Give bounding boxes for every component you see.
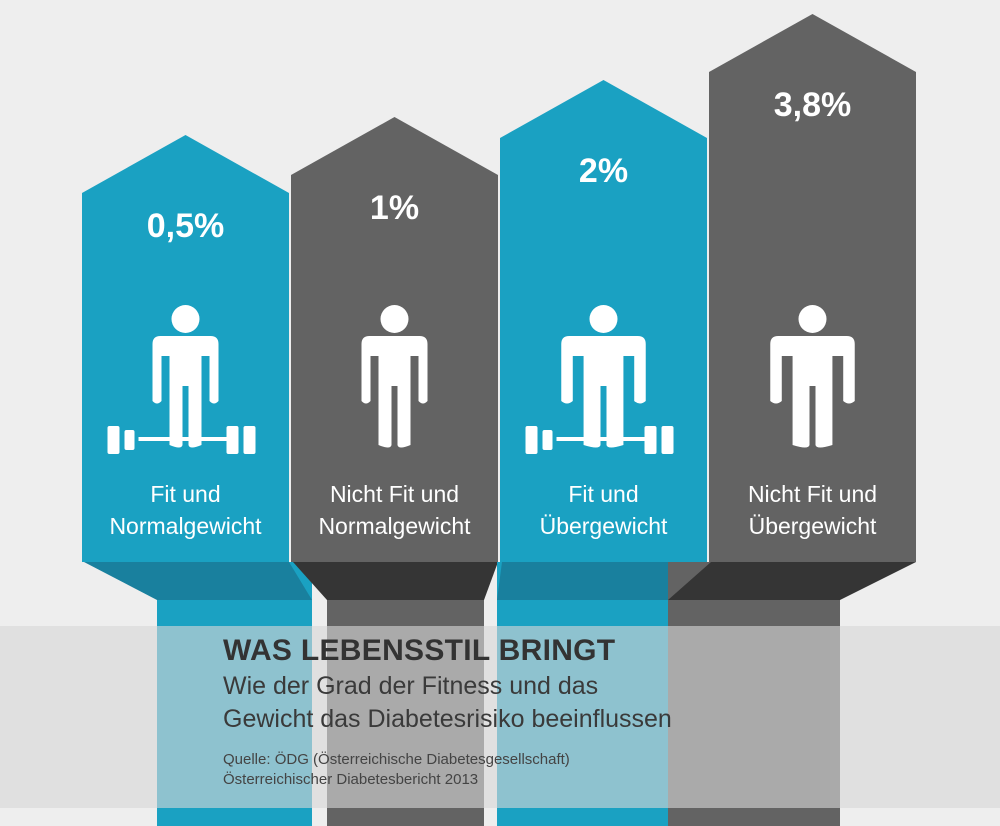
source-line-1: Quelle: ÖDG (Österreichische Diabetesges… — [223, 751, 570, 768]
category-label-2-line-1: Nicht Fit und — [330, 481, 459, 507]
category-label-4-line-1: Nicht Fit und — [748, 481, 877, 507]
value-label-4: 3,8% — [774, 86, 852, 124]
bar-4 — [709, 14, 916, 562]
bar-fold-shadow-2 — [293, 562, 498, 600]
bar-fold-shadow-1 — [84, 562, 312, 600]
title-overlay-band — [0, 626, 1000, 808]
category-label-4-line-2: Übergewicht — [749, 513, 877, 539]
source-line-2: Österreichischer Diabetesbericht 2013 — [223, 771, 479, 788]
main-title: WAS LEBENSSTIL BRINGT — [223, 634, 616, 667]
caption-block: WAS LEBENSSTIL BRINGT Wie der Grad der F… — [223, 632, 983, 790]
barbell-icon-1 — [107, 426, 256, 454]
subtitle-line-2: Gewicht das Diabetesrisiko beeinflussen — [223, 705, 672, 733]
bar-fold-shadow-3 — [497, 562, 707, 600]
bar-fold-shadow-4 — [668, 562, 916, 600]
category-label-3-line-2: Übergewicht — [540, 513, 668, 539]
person-icon — [361, 305, 428, 448]
source-block: Quelle: ÖDG (Österreichische Diabetesges… — [223, 750, 983, 790]
category-label-1-line-1: Fit und — [150, 481, 220, 507]
category-label-2-line-2: Normalgewicht — [318, 513, 471, 539]
category-label-1-line-2: Normalgewicht — [109, 513, 262, 539]
value-label-1: 0,5% — [147, 207, 225, 245]
wide-person-icon — [770, 305, 855, 448]
wide-person-barbell-icon — [561, 305, 646, 448]
category-label-3-line-1: Fit und — [568, 481, 638, 507]
barbell-icon-3 — [525, 426, 674, 454]
value-label-3: 2% — [579, 152, 628, 190]
subtitle-line-1: Wie der Grad der Fitness und das — [223, 672, 599, 700]
value-label-2: 1% — [370, 189, 419, 227]
person-barbell-icon — [152, 305, 219, 448]
